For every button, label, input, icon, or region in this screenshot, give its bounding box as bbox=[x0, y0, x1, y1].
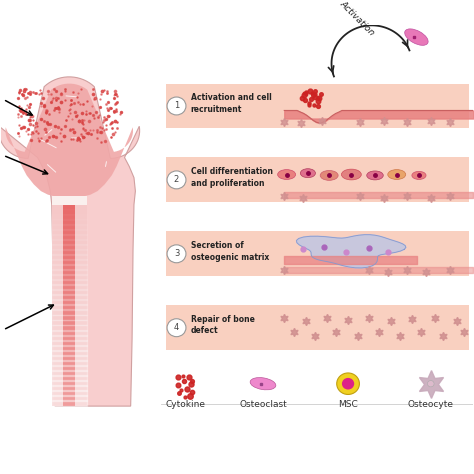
FancyBboxPatch shape bbox=[166, 231, 469, 276]
Ellipse shape bbox=[412, 172, 426, 180]
Circle shape bbox=[428, 381, 434, 387]
Circle shape bbox=[167, 319, 186, 337]
Text: 4: 4 bbox=[174, 323, 179, 332]
Text: MSC: MSC bbox=[338, 400, 358, 409]
Text: Repair of bone
defect: Repair of bone defect bbox=[191, 315, 255, 336]
Text: Secretion of
osteogenic matrix: Secretion of osteogenic matrix bbox=[191, 241, 269, 262]
Text: 1: 1 bbox=[174, 101, 179, 110]
Ellipse shape bbox=[405, 29, 428, 46]
Text: Cytokine: Cytokine bbox=[165, 400, 205, 409]
Circle shape bbox=[167, 97, 186, 115]
Text: 3: 3 bbox=[174, 249, 179, 258]
Text: Activation: Activation bbox=[338, 0, 377, 38]
Text: Cell differentiation
and proliferation: Cell differentiation and proliferation bbox=[191, 167, 273, 188]
Ellipse shape bbox=[278, 170, 296, 180]
Ellipse shape bbox=[367, 171, 383, 180]
Polygon shape bbox=[52, 205, 63, 406]
Ellipse shape bbox=[388, 170, 406, 180]
FancyBboxPatch shape bbox=[166, 83, 469, 128]
Circle shape bbox=[337, 373, 359, 394]
Polygon shape bbox=[5, 83, 133, 198]
Text: Activation and cell
recruitment: Activation and cell recruitment bbox=[191, 93, 272, 114]
Polygon shape bbox=[63, 198, 75, 406]
Polygon shape bbox=[52, 196, 87, 205]
Polygon shape bbox=[296, 235, 406, 268]
Circle shape bbox=[167, 171, 186, 189]
Circle shape bbox=[167, 245, 186, 263]
FancyBboxPatch shape bbox=[166, 305, 469, 350]
Text: 2: 2 bbox=[174, 175, 179, 184]
Text: Osteocyte: Osteocyte bbox=[408, 400, 454, 409]
Polygon shape bbox=[75, 205, 87, 406]
Circle shape bbox=[342, 378, 354, 390]
FancyBboxPatch shape bbox=[166, 157, 469, 202]
Ellipse shape bbox=[301, 169, 316, 178]
Ellipse shape bbox=[250, 378, 276, 390]
Polygon shape bbox=[0, 77, 140, 406]
Ellipse shape bbox=[320, 171, 338, 180]
Text: Osteoclast: Osteoclast bbox=[239, 400, 287, 409]
Ellipse shape bbox=[341, 169, 361, 180]
